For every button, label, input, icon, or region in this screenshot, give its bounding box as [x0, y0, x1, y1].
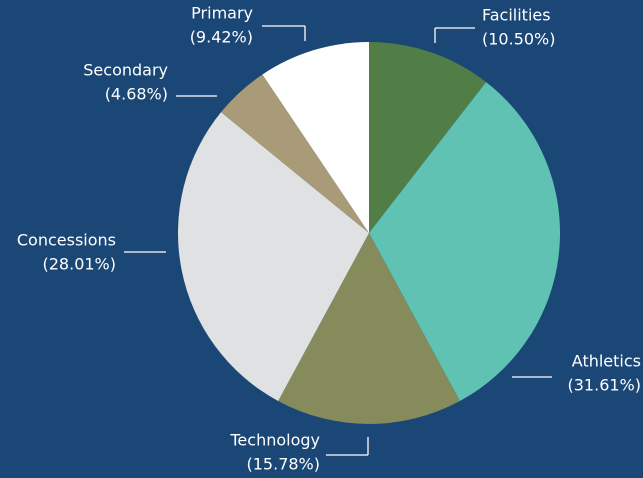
slice-label: Secondary: [83, 61, 168, 80]
slice-value-label: (15.78%): [247, 455, 321, 474]
pie-slice: [369, 82, 560, 402]
slice-value-label: (9.42%): [190, 28, 253, 47]
pie-slice: [278, 233, 460, 424]
slice-value-label: (10.50%): [482, 30, 556, 49]
pie-slice: [369, 42, 487, 233]
slice-label: Facilities: [482, 6, 551, 25]
slice-value-label: (28.01%): [43, 255, 117, 274]
slice-value-label: (31.61%): [568, 376, 642, 395]
slice-label: Athletics: [572, 352, 641, 371]
pie-slice: [177, 112, 369, 402]
pie-slice: [262, 42, 369, 233]
pie-slice: [221, 74, 369, 234]
slice-value-label: (4.68%): [105, 85, 168, 104]
slice-label: Technology: [229, 431, 320, 450]
slice-label: Primary: [191, 4, 253, 23]
slice-label: Concessions: [17, 231, 116, 250]
